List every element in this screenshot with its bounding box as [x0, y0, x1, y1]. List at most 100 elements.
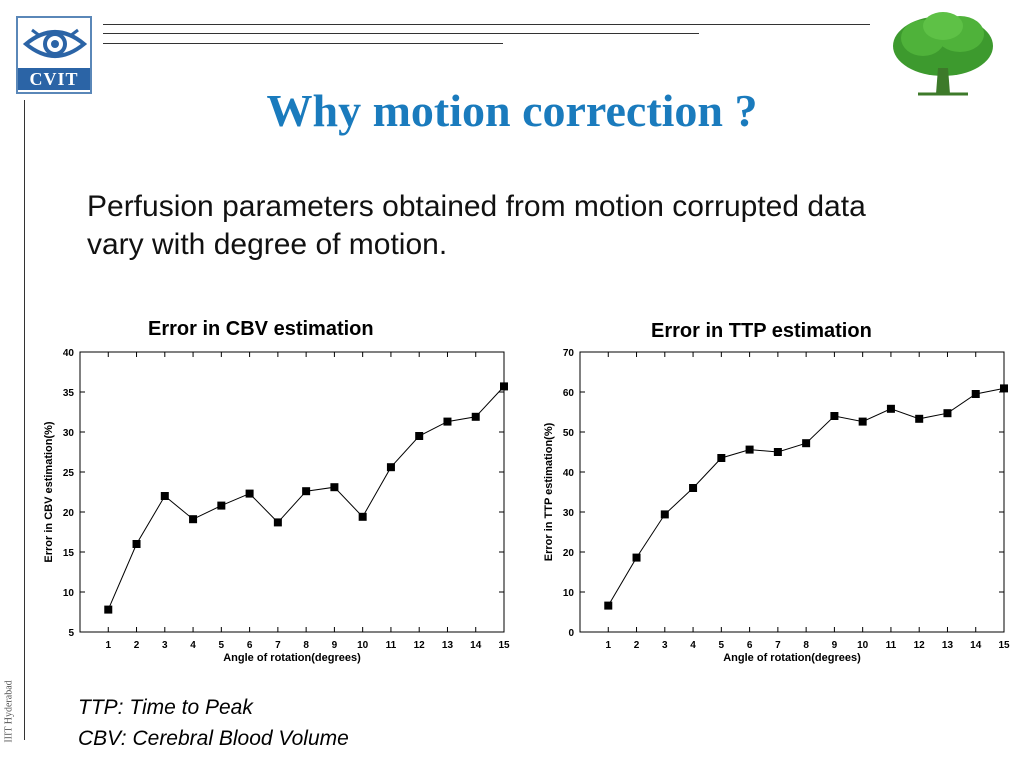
x-tick-label: 12: [414, 640, 426, 651]
x-tick-label: 1: [605, 640, 611, 651]
x-tick-label: 2: [134, 640, 140, 651]
x-tick-label: 3: [662, 640, 668, 651]
cvit-logo: CVIT: [16, 16, 92, 94]
y-tick-label: 50: [563, 428, 575, 439]
y-tick-label: 35: [63, 388, 75, 399]
y-tick-label: 30: [563, 508, 575, 519]
data-point: [358, 512, 367, 521]
header-rule: [103, 33, 699, 34]
y-tick-label: 10: [563, 588, 575, 599]
eye-icon: [22, 28, 88, 58]
x-tick-label: 1: [105, 640, 111, 651]
data-point: [1000, 384, 1008, 393]
x-axis-label: Angle of rotation(degrees): [723, 652, 861, 664]
data-point: [471, 412, 480, 421]
x-tick-label: 10: [857, 640, 869, 651]
side-rule: [24, 100, 25, 740]
x-tick-label: 3: [162, 640, 168, 651]
data-point: [886, 404, 895, 413]
data-point: [773, 448, 782, 456]
data-point: [189, 515, 198, 524]
data-point: [802, 439, 811, 448]
x-tick-label: 11: [386, 640, 397, 651]
ttp-chart: 0 10 20 30 40 50 60 70 1 2 3 4 5 6 7 8 9 10 11 12 13 14 15 Angl…: [538, 342, 1018, 673]
x-tick-label: 11: [886, 640, 897, 651]
x-tick-label: 14: [470, 640, 482, 651]
x-tick-label: 14: [970, 640, 982, 651]
data-point: [717, 454, 726, 462]
data-point: [500, 382, 508, 391]
logo-text: CVIT: [18, 68, 90, 90]
x-tick-label: 9: [332, 640, 338, 651]
x-tick-label: 13: [942, 640, 954, 651]
x-tick-label: 2: [634, 640, 640, 651]
data-point: [104, 605, 113, 614]
y-tick-label: 70: [563, 348, 575, 359]
data-point: [160, 492, 169, 500]
x-tick-label: 8: [803, 640, 809, 651]
x-tick-label: 12: [914, 640, 926, 651]
x-tick-label: 5: [719, 640, 725, 651]
y-tick-label: 30: [63, 428, 75, 439]
side-label: IIIT Hyderabad: [3, 680, 15, 743]
data-point: [245, 489, 254, 498]
ttp-chart-title: Error in TTP estimation: [651, 320, 872, 342]
x-tick-label: 5: [219, 640, 225, 651]
data-point: [971, 390, 980, 398]
x-tick-label: 15: [998, 640, 1010, 651]
data-point: [858, 417, 867, 426]
data-point: [660, 510, 669, 519]
x-tick-label: 4: [690, 640, 696, 651]
x-tick-label: 4: [190, 640, 196, 651]
x-tick-label: 7: [775, 640, 781, 651]
cbv-chart-title: Error in CBV estimation: [148, 318, 374, 340]
x-tick-label: 6: [247, 640, 253, 651]
y-tick-label: 20: [63, 508, 75, 519]
data-point: [915, 414, 924, 423]
data-point: [689, 484, 698, 492]
data-point: [745, 445, 754, 454]
data-point: [443, 417, 452, 426]
x-tick-label: 15: [498, 640, 510, 651]
y-tick-label: 5: [68, 628, 74, 639]
y-tick-label: 25: [63, 468, 75, 479]
header-rule: [103, 24, 870, 25]
y-axis-label: Error in TTP estimation(%): [543, 422, 555, 561]
x-tick-label: 7: [275, 640, 281, 651]
footnote-cbv: CBV: Cerebral Blood Volume: [78, 727, 349, 750]
plot-frame: [579, 351, 1005, 633]
y-tick-label: 40: [63, 348, 75, 359]
intro-text: Perfusion parameters obtained from motio…: [87, 190, 866, 261]
y-tick-label: 40: [563, 468, 575, 479]
data-point: [273, 518, 282, 527]
data-point: [217, 501, 226, 510]
footnote-ttp: TTP: Time to Peak: [78, 696, 253, 719]
x-tick-label: 8: [303, 640, 309, 651]
data-point: [830, 412, 839, 420]
cbv-chart: 5 10 15 20 25 30 35 40 1 2 3 4 5 6 7 8 9 10 11 12 13 14 15 Angl…: [38, 342, 518, 673]
y-tick-label: 0: [568, 628, 574, 639]
x-tick-label: 9: [832, 640, 838, 651]
data-point: [943, 409, 952, 418]
x-tick-label: 6: [747, 640, 753, 651]
y-tick-label: 15: [63, 548, 75, 559]
data-point: [632, 553, 641, 562]
data-point: [302, 487, 311, 496]
data-point: [386, 463, 395, 472]
y-tick-label: 10: [63, 588, 75, 599]
data-point: [604, 601, 613, 610]
data-point: [415, 432, 424, 440]
series-line: [607, 387, 1005, 606]
x-tick-label: 10: [357, 640, 369, 651]
y-axis-label: Error in CBV estimation(%): [43, 421, 55, 563]
plot-frame: [79, 351, 505, 633]
data-point: [132, 540, 141, 548]
header-rule: [103, 43, 503, 44]
slide-title: Why motion correction ?: [266, 85, 758, 136]
data-point: [330, 483, 339, 492]
y-tick-label: 20: [563, 548, 575, 559]
y-tick-label: 60: [563, 388, 575, 399]
x-tick-label: 13: [442, 640, 454, 651]
